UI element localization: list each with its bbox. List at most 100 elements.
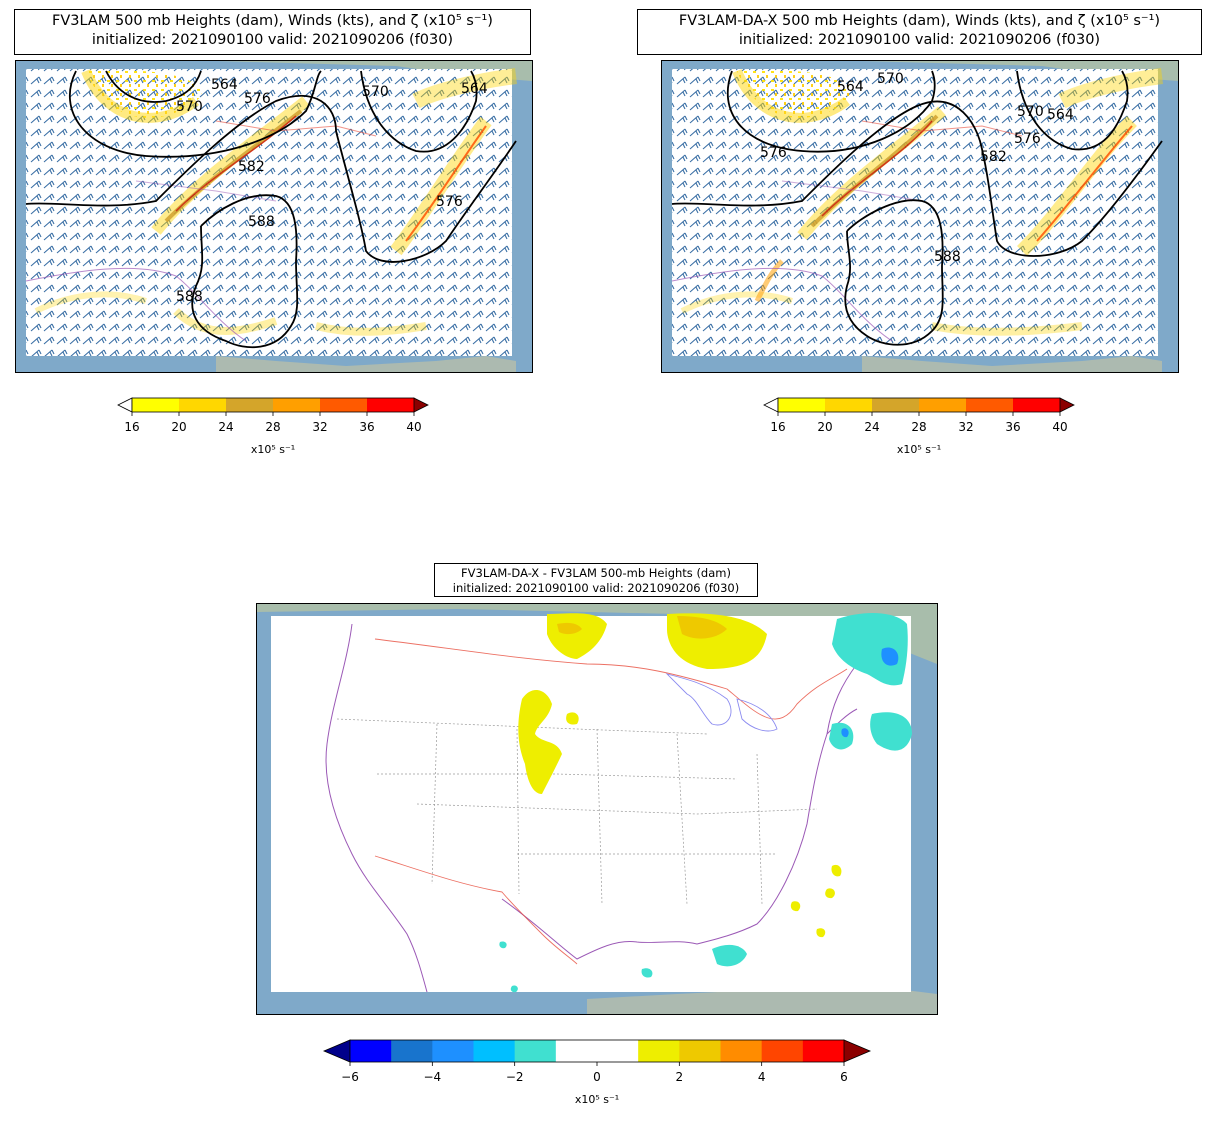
panel2-title-line2: initialized: 2021090100 valid: 202109020… (738, 31, 1101, 48)
colorbar-under-extension (763, 397, 779, 413)
contour-labels: 564 570 576 570 564 582 576 588 (760, 71, 1074, 265)
contour-label: 588 (176, 289, 203, 305)
colorbar-segment (432, 1040, 474, 1062)
colorbar-segment (1013, 398, 1061, 412)
land-shading (662, 61, 1178, 81)
colorbar-tick-label: 36 (359, 420, 374, 434)
vorticity-shading (34, 68, 517, 336)
panel2-title-line1: FV3LAM-DA-X 500 mb Heights (dam), Winds … (678, 13, 1161, 29)
vorticity-colorbar: 16 20 24 28 32 36 40 x10⁵ s⁻¹ (763, 397, 1075, 456)
colorbar-unit-label: x10⁵ s⁻¹ (575, 1093, 619, 1106)
colorbar-tick-label: 0 (593, 1070, 601, 1084)
diff-title-line1: FV3LAM-DA-X - FV3LAM 500-mb Heights (dam… (461, 566, 731, 580)
contour-label: 564 (1047, 107, 1074, 123)
land-shading-south (216, 356, 516, 372)
colorbar-tick-label: 20 (171, 420, 186, 434)
colorbar-over-extension (1059, 397, 1075, 413)
diff-map (256, 603, 938, 1015)
colorbar-tick-label: −6 (341, 1070, 359, 1084)
colorbar-tick-label: 6 (840, 1070, 848, 1084)
colorbar-tick-label: 24 (218, 420, 233, 434)
contour-label: 564 (837, 79, 864, 95)
colorbar-segment (367, 398, 415, 412)
vorticity-shading (680, 68, 1163, 336)
colorbar-tick-label: 2 (676, 1070, 684, 1084)
land-shading-south (862, 356, 1162, 372)
contour-label: 576 (1014, 131, 1041, 147)
colorbar-tick-label: 28 (265, 420, 280, 434)
diff-colorbar: −6 −4 −2 0 2 4 6 x10⁵ s⁻¹ (320, 1030, 880, 1125)
colorbar-tick-label: 4 (758, 1070, 766, 1084)
contour-label: 582 (980, 149, 1007, 165)
colorbar-segment (473, 1040, 516, 1062)
colorbar-segment (179, 398, 227, 412)
wind-barbs (672, 69, 1158, 356)
border-lines (671, 120, 1023, 342)
difference-colorbar: −6 −4 −2 0 2 4 6 x10⁵ s⁻¹ (322, 1039, 872, 1106)
colorbar-segment (825, 398, 873, 412)
panel2-title: FV3LAM-DA-X 500 mb Heights (dam), Winds … (637, 9, 1202, 55)
colorbar-segment (350, 1040, 392, 1062)
contour-label: 570 (877, 71, 904, 87)
colorbar-segment (555, 1040, 598, 1062)
colorbar-tick-label: 32 (312, 420, 327, 434)
panel1-map: 570 564 576 570 564 582 576 588 588 (15, 60, 533, 373)
colorbar-under-extension (322, 1039, 351, 1063)
contour-label: 570 (362, 84, 389, 100)
colorbar-segment (778, 398, 826, 412)
colorbar-tick-label: 32 (958, 420, 973, 434)
colorbar-segment (391, 1040, 433, 1062)
colorbar-tick-label: 40 (1052, 420, 1067, 434)
coastline (325, 623, 858, 993)
panel1-title-line2: initialized: 2021090100 valid: 202109020… (91, 31, 454, 48)
difference-shading (499, 612, 912, 993)
contour-labels: 570 564 576 570 564 582 576 588 588 (176, 77, 488, 305)
height-contours (25, 70, 517, 349)
colorbar-under-extension (117, 397, 133, 413)
colorbar-over-extension (843, 1039, 872, 1063)
colorbar-segment (320, 398, 368, 412)
colorbar-unit-label: x10⁵ s⁻¹ (251, 443, 295, 456)
contour-label: 576 (436, 194, 463, 210)
contour-label: 564 (461, 81, 488, 97)
colorbar-tick-label: 28 (911, 420, 926, 434)
colorbar-tick-label: 36 (1005, 420, 1020, 434)
diff-panel-title: FV3LAM-DA-X - FV3LAM 500-mb Heights (dam… (434, 563, 758, 597)
colorbar-tick-label: 16 (770, 420, 785, 434)
colorbar-segment (966, 398, 1014, 412)
colorbar-segment (872, 398, 920, 412)
colorbar-tick-label: 40 (406, 420, 421, 434)
panel2-map: 564 570 576 570 564 582 576 588 (661, 60, 1179, 373)
colorbar-segment (132, 398, 180, 412)
contour-label: 576 (760, 145, 787, 161)
colorbar-segment (720, 1040, 763, 1062)
colorbar-segment (273, 398, 321, 412)
colorbar-segment (679, 1040, 721, 1062)
contour-label: 588 (934, 249, 961, 265)
height-contours (671, 70, 1163, 346)
colorbar-segment (514, 1040, 557, 1062)
land-shading (16, 61, 532, 81)
colorbar-segment (802, 1040, 845, 1062)
vorticity-colorbar: 16 20 24 28 32 36 40 x10⁵ s⁻¹ (117, 397, 429, 456)
contour-label: 588 (248, 214, 275, 230)
diff-title-line2: initialized: 2021090100 valid: 202109020… (452, 580, 740, 595)
panel1-title: FV3LAM 500 mb Heights (dam), Winds (kts)… (14, 9, 531, 55)
contour-label: 576 (244, 91, 271, 107)
border-lines (25, 120, 377, 342)
contour-label: 570 (176, 99, 203, 115)
international-border (374, 638, 848, 965)
colorbar-tick-label: 16 (124, 420, 139, 434)
colorbar-over-extension (413, 397, 429, 413)
colorbar-segment (761, 1040, 804, 1062)
panel1-title-line1: FV3LAM 500 mb Heights (dam), Winds (kts)… (52, 13, 493, 29)
colorbar-segment (226, 398, 274, 412)
colorbar-segment (597, 1040, 639, 1062)
state-lines (336, 718, 818, 905)
colorbar-tick-label: −2 (506, 1070, 524, 1084)
colorbar-unit-label: x10⁵ s⁻¹ (897, 443, 941, 456)
colorbar-segment (919, 398, 967, 412)
contour-label: 582 (238, 159, 265, 175)
colorbar-tick-label: −4 (423, 1070, 441, 1084)
panel2-colorbar: 16 20 24 28 32 36 40 x10⁵ s⁻¹ (756, 390, 1086, 470)
